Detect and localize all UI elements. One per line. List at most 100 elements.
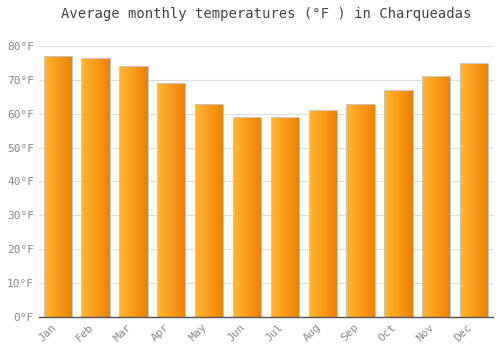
Bar — [106, 58, 107, 317]
Bar — [475, 63, 476, 317]
Bar — [99, 58, 100, 317]
Bar — [52, 56, 53, 317]
Bar — [352, 104, 353, 317]
Bar — [69, 56, 70, 317]
Bar — [426, 76, 427, 317]
Bar — [322, 110, 324, 317]
Bar — [371, 104, 372, 317]
Bar — [160, 83, 162, 317]
Bar — [215, 104, 216, 317]
Bar — [356, 104, 357, 317]
Bar — [295, 117, 296, 317]
Bar — [82, 58, 83, 317]
Bar — [162, 83, 163, 317]
Bar — [142, 66, 144, 317]
Bar — [482, 63, 484, 317]
Bar — [289, 117, 290, 317]
Bar — [296, 117, 297, 317]
Bar — [166, 83, 167, 317]
Bar — [200, 104, 202, 317]
Bar — [388, 90, 389, 317]
Bar — [347, 104, 348, 317]
Bar — [474, 63, 475, 317]
Bar — [104, 58, 105, 317]
Bar — [440, 76, 441, 317]
Bar — [478, 63, 479, 317]
Bar — [252, 117, 254, 317]
Bar — [67, 56, 68, 317]
Bar — [359, 104, 360, 317]
Bar — [409, 90, 410, 317]
Bar — [404, 90, 405, 317]
Bar — [279, 117, 280, 317]
Bar — [365, 104, 366, 317]
Bar — [222, 104, 224, 317]
Bar — [384, 90, 385, 317]
Bar — [484, 63, 485, 317]
Bar — [204, 104, 205, 317]
Bar — [164, 83, 165, 317]
Bar — [158, 83, 159, 317]
Bar — [480, 63, 481, 317]
Bar — [168, 83, 169, 317]
Bar — [141, 66, 142, 317]
Bar — [278, 117, 279, 317]
Bar — [45, 56, 46, 317]
Bar — [437, 76, 438, 317]
Bar — [336, 110, 337, 317]
Bar — [308, 110, 309, 317]
Bar — [436, 76, 437, 317]
Bar — [44, 56, 72, 317]
Bar — [163, 83, 164, 317]
Bar — [100, 58, 102, 317]
Bar — [109, 58, 110, 317]
Bar — [447, 76, 448, 317]
Bar — [128, 66, 129, 317]
Bar — [449, 76, 450, 317]
Bar — [169, 83, 170, 317]
Bar — [332, 110, 334, 317]
Bar — [346, 104, 375, 317]
Bar — [273, 117, 274, 317]
Bar — [485, 63, 486, 317]
Bar — [84, 58, 85, 317]
Bar — [396, 90, 397, 317]
Bar — [464, 63, 465, 317]
Bar — [132, 66, 134, 317]
Bar — [140, 66, 141, 317]
Bar — [354, 104, 355, 317]
Bar — [400, 90, 402, 317]
Bar — [258, 117, 259, 317]
Bar — [125, 66, 126, 317]
Bar — [486, 63, 487, 317]
Bar — [172, 83, 174, 317]
Bar — [257, 117, 258, 317]
Bar — [438, 76, 439, 317]
Bar — [119, 66, 120, 317]
Bar — [105, 58, 106, 317]
Bar — [463, 63, 464, 317]
Bar — [481, 63, 482, 317]
Bar — [327, 110, 328, 317]
Bar — [58, 56, 59, 317]
Bar — [390, 90, 392, 317]
Bar — [441, 76, 442, 317]
Bar — [309, 110, 310, 317]
Bar — [120, 66, 122, 317]
Bar — [82, 58, 110, 317]
Bar — [68, 56, 69, 317]
Bar — [165, 83, 166, 317]
Bar — [330, 110, 331, 317]
Bar — [167, 83, 168, 317]
Bar — [422, 76, 450, 317]
Bar — [180, 83, 181, 317]
Bar — [170, 83, 172, 317]
Bar — [221, 104, 222, 317]
Bar — [428, 76, 429, 317]
Bar — [312, 110, 313, 317]
Bar — [233, 117, 261, 317]
Bar — [294, 117, 295, 317]
Bar — [138, 66, 139, 317]
Bar — [218, 104, 219, 317]
Bar — [64, 56, 65, 317]
